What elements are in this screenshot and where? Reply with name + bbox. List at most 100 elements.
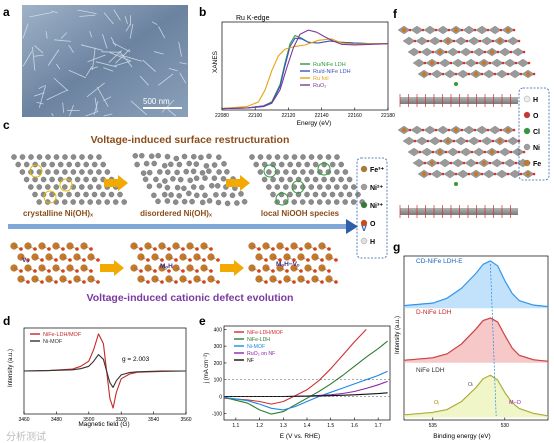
g-plot-frame <box>403 255 549 421</box>
legend-label-nf: NF <box>247 358 254 364</box>
xps-xlabel: Binding energy (eV) <box>433 433 490 440</box>
lattice-atom <box>199 170 206 176</box>
lattice-atom <box>19 154 26 160</box>
sem-flake <box>158 26 166 39</box>
lattice-atom <box>74 191 81 198</box>
bond <box>48 278 57 283</box>
series-fill-cd-nife-ldh-e <box>404 261 548 309</box>
lattice-atom <box>308 169 315 175</box>
voltage-arrow-head <box>346 219 358 234</box>
lattice-atom <box>221 191 227 198</box>
lattice-atom <box>278 176 285 183</box>
sem-flake <box>38 85 47 108</box>
bond <box>272 278 281 283</box>
sem-flake <box>110 36 117 47</box>
panel-b-xanes-chart: Ru K-edge XANES Energy (eV) 22080 22100 22… <box>212 15 395 127</box>
lattice-atom <box>206 198 213 204</box>
lattice-atom <box>287 176 293 183</box>
fe-site <box>401 127 407 133</box>
lattice-atom <box>57 191 64 198</box>
bond <box>314 256 323 261</box>
o-site <box>457 150 461 154</box>
octahedron <box>438 58 452 68</box>
o-site <box>478 139 482 143</box>
lattice-atom <box>350 199 357 205</box>
octahedron <box>456 69 470 79</box>
sem-flake <box>115 49 130 64</box>
series-line-nf <box>224 392 388 398</box>
bond <box>210 278 219 283</box>
lattice-atom <box>155 152 161 159</box>
lattice-atom <box>291 169 298 175</box>
lattice-atom <box>300 154 306 160</box>
bond <box>83 267 92 272</box>
bond <box>321 245 330 250</box>
bond <box>293 267 302 272</box>
series-fill-nife-ldh <box>404 375 548 418</box>
legend-label-fe: Fe³⁺ <box>370 167 385 174</box>
lattice-atom <box>91 161 98 168</box>
lattice-atom <box>161 191 168 198</box>
o-site <box>473 28 477 32</box>
bond <box>203 245 212 250</box>
watermark: 分析测试 <box>6 430 46 443</box>
lattice-atom <box>104 199 110 205</box>
y-tick-label-0: 0 <box>219 395 222 401</box>
schematic-legend-box <box>356 157 388 259</box>
lattice-atom <box>174 184 181 191</box>
lattice-atom <box>61 199 68 205</box>
lattice-atom <box>278 161 285 168</box>
series-line-ruo <box>221 29 389 110</box>
sem-flake <box>54 39 71 42</box>
lattice-atom <box>187 177 193 184</box>
lattice-atom <box>342 169 349 175</box>
lattice-atom <box>134 161 140 168</box>
xps-sample-label-nife: NiFe LDH <box>416 367 445 374</box>
o-site <box>517 39 521 43</box>
voltage-arrow-label: V <box>361 223 367 233</box>
xanes-title: Ru K-edge <box>236 15 270 22</box>
lattice-atom <box>202 192 208 199</box>
sem-flake <box>161 99 175 113</box>
lattice-atom <box>57 161 64 168</box>
o-site <box>426 139 430 143</box>
lattice-atom <box>177 176 184 183</box>
lattice-atom <box>96 184 102 190</box>
bond <box>62 278 71 283</box>
legend-dot-ni <box>523 143 531 151</box>
lattice-atom <box>132 153 139 159</box>
lattice-atom <box>45 154 51 160</box>
lattice-atom <box>312 161 319 168</box>
sem-flake <box>102 33 108 49</box>
octahedron <box>472 147 486 157</box>
sem-flake <box>22 23 29 39</box>
fe-site <box>453 27 459 33</box>
bond <box>27 245 36 250</box>
o-site <box>483 150 487 154</box>
o-site <box>439 139 443 143</box>
legend-dot-cl <box>523 127 531 135</box>
lattice-atom <box>355 191 361 198</box>
o-site <box>467 172 471 176</box>
o-site <box>428 172 432 176</box>
octahedron <box>495 169 509 179</box>
octahedron <box>495 69 509 79</box>
octahedron <box>423 125 437 135</box>
o-site <box>444 150 448 154</box>
o-site <box>517 139 521 143</box>
lattice-atom <box>104 169 111 175</box>
o-site <box>504 39 508 43</box>
lattice-atom <box>32 161 38 168</box>
legend-dot-fe <box>523 159 531 167</box>
xps-peak-label-oi: Oᵢ <box>434 400 439 406</box>
lattice-atom <box>316 199 323 205</box>
x-tick-label-1.3: 1.3 <box>280 423 287 429</box>
lattice-atom <box>100 161 106 168</box>
o-site <box>483 50 487 54</box>
lattice-atom <box>325 199 331 205</box>
octahedron <box>443 169 457 179</box>
octahedron <box>454 36 468 46</box>
structure-legend: H O Cl Ni Fe <box>523 95 541 168</box>
series-line-ru-foil <box>221 38 388 110</box>
